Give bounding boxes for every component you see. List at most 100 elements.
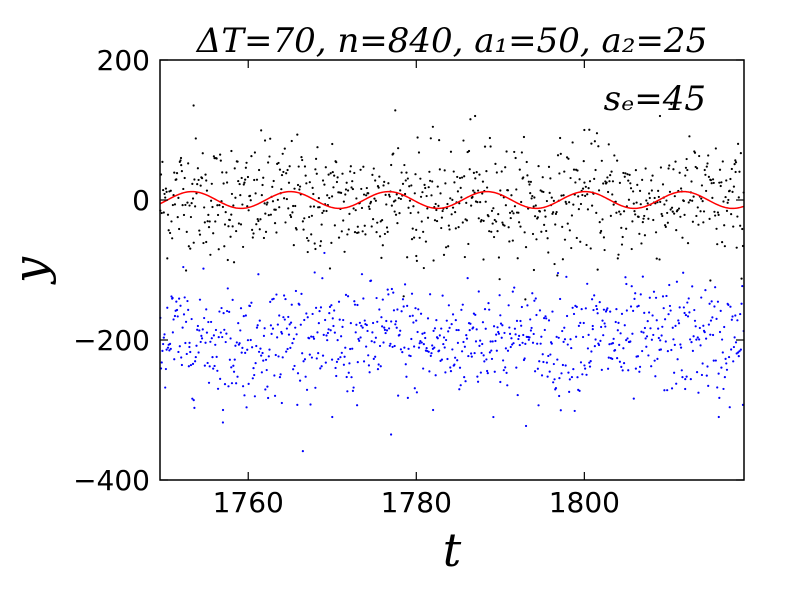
blue-scatter-point [503,331,506,335]
blue-scatter-point [679,346,683,349]
blue-scatter-point [323,251,326,255]
black-scatter-point [681,236,684,239]
blue-scatter-point [442,342,445,346]
black-scatter-point [342,200,345,203]
black-scatter-point [378,235,382,238]
blue-scatter-point [616,357,619,360]
blue-scatter-point [624,276,627,279]
chart-title: ΔT=70, n=840, a₁=50, a₂=25 [195,21,707,61]
blue-scatter-point [280,401,283,405]
black-scatter-point [589,247,592,250]
black-scatter-point [661,183,665,186]
blue-scatter-point [651,314,654,317]
blue-scatter-point [582,321,585,325]
black-scatter-point [708,217,711,220]
black-scatter-point [657,195,660,199]
black-scatter-point [545,229,548,233]
blue-scatter-point [285,350,288,353]
black-scatter-point [300,156,303,159]
blue-scatter-point [196,328,199,331]
black-scatter-point [390,204,393,207]
black-scatter-point [346,189,350,192]
blue-scatter-point [413,345,416,348]
black-scatter-point [282,170,285,174]
black-scatter-point [211,205,214,209]
blue-scatter-point [597,343,601,347]
blue-scatter-point [684,378,687,381]
black-scatter-point [249,199,252,202]
black-scatter-point [315,172,318,175]
black-scatter-point [433,219,437,222]
black-scatter-point [566,222,569,225]
blue-scatter-point [477,290,480,293]
black-scatter-point [568,229,571,232]
black-scatter-point [175,172,179,175]
blue-scatter-point [688,311,691,314]
black-scatter-point [588,180,592,183]
black-scatter-point [233,167,236,170]
blue-scatter-point [591,328,594,331]
blue-scatter-point [654,296,658,299]
ytick-label-minus200: −200 [73,324,150,357]
blue-scatter-point [365,323,368,327]
black-scatter-point [541,176,544,179]
blue-scatter-point [283,294,286,297]
blue-scatter-point [162,342,165,346]
noise-annotation: sₑ=45 [604,79,706,119]
black-scatter-point [668,164,671,167]
black-scatter-point [668,190,672,193]
blue-scatter-point [559,297,562,301]
black-scatter-point [543,223,546,226]
black-scatter-point [495,220,498,223]
blue-scatter-point [520,324,523,327]
black-scatter-point [378,175,381,178]
blue-scatter-point [406,396,409,399]
black-scatter-point [646,202,649,205]
black-scatter-point [665,199,668,202]
black-scatter-point [570,214,574,217]
blue-scatter-point [629,340,632,343]
blue-scatter-point [584,307,587,310]
blue-scatter-point [200,334,203,337]
black-scatter-point [578,178,581,181]
black-scatter-point [347,228,350,231]
blue-scatter-point [267,355,270,358]
black-scatter-point [371,173,374,176]
black-scatter-point [720,181,723,184]
black-scatter-point [639,203,642,206]
black-scatter-point [697,223,700,226]
blue-scatter-point [666,389,669,392]
blue-scatter-point [531,341,535,344]
black-scatter-point [740,277,743,280]
blue-scatter-point [673,343,676,346]
blue-scatter-point [324,361,327,364]
black-scatter-point [264,230,268,233]
black-scatter-point [251,228,254,231]
blue-scatter-point [619,332,622,335]
black-scatter-point [624,172,627,175]
black-scatter-point [508,240,511,243]
blue-scatter-point [449,366,452,369]
black-scatter-point [205,179,208,182]
blue-scatter-point [641,349,644,353]
blue-scatter-point [308,337,311,340]
black-scatter-point [583,128,586,132]
blue-scatter-point [721,338,724,341]
black-scatter-point [328,196,331,200]
blue-scatter-point [381,325,384,328]
black-scatter-point [267,161,270,164]
black-scatter-point [173,171,176,174]
blue-scatter-point [722,387,725,391]
black-scatter-point [643,234,647,237]
black-scatter-point [530,197,533,200]
black-scatter-point [659,200,662,203]
black-scatter-point [723,245,726,248]
black-scatter-point [242,183,245,186]
xtick-label-1760: 1760 [213,486,284,519]
black-scatter-point [308,181,311,184]
black-scatter-point [275,231,278,234]
black-scatter-point [741,227,744,231]
black-scatter-point [267,214,270,217]
black-scatter-point [513,205,517,208]
blue-scatter-point [276,336,279,339]
